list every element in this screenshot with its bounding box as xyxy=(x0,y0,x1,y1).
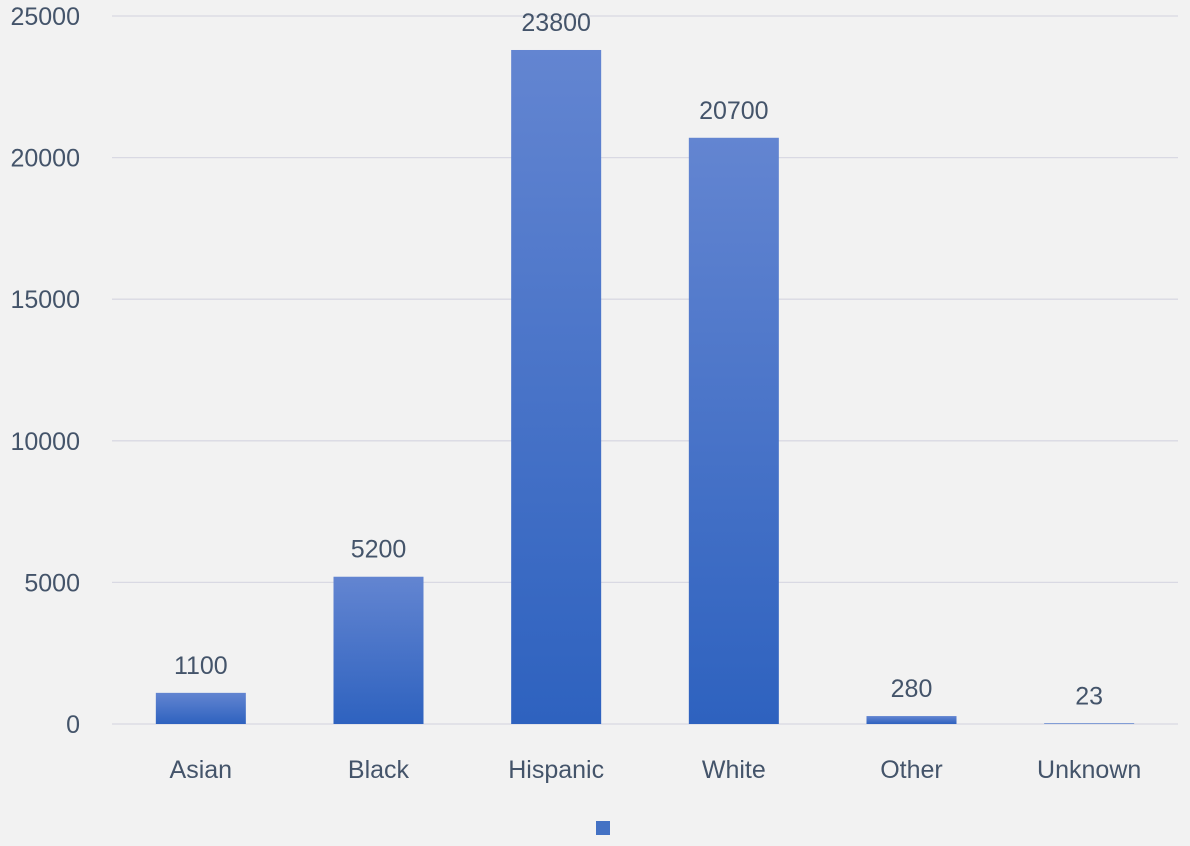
x-tick-label: Other xyxy=(880,756,943,784)
data-label: 23800 xyxy=(521,9,591,37)
legend-swatch xyxy=(596,821,610,835)
bar-black xyxy=(333,576,424,724)
data-labels: 1100 5200 23800 20700 280 23 xyxy=(174,9,1103,710)
x-tick-label: Black xyxy=(348,756,410,784)
x-tick-label: White xyxy=(702,756,766,784)
y-tick-label: 10000 xyxy=(10,428,80,456)
y-tick-label: 25000 xyxy=(10,3,80,31)
x-tick-label: Unknown xyxy=(1037,756,1141,784)
bar-hispanic xyxy=(511,49,602,724)
legend xyxy=(596,821,610,835)
y-tick-label: 0 xyxy=(66,711,80,739)
bar-other xyxy=(866,716,957,724)
data-label: 280 xyxy=(891,675,933,703)
bar-unknown xyxy=(1044,723,1135,724)
y-tick-label: 15000 xyxy=(10,286,80,314)
gridlines xyxy=(112,15,1178,725)
x-axis: Asian Black Hispanic White Other Unknown xyxy=(170,756,1142,784)
y-axis: 0 5000 10000 15000 20000 25000 xyxy=(10,3,80,739)
data-label: 23 xyxy=(1075,682,1103,710)
data-label: 20700 xyxy=(699,97,769,125)
bars xyxy=(155,49,1135,724)
x-tick-label: Asian xyxy=(170,756,233,784)
y-tick-label: 20000 xyxy=(10,145,80,173)
bar-asian xyxy=(155,692,246,724)
x-tick-label: Hispanic xyxy=(508,756,604,784)
data-label: 5200 xyxy=(351,536,407,564)
bar-white xyxy=(688,137,779,724)
y-tick-label: 5000 xyxy=(24,569,80,597)
data-label: 1100 xyxy=(174,652,228,680)
